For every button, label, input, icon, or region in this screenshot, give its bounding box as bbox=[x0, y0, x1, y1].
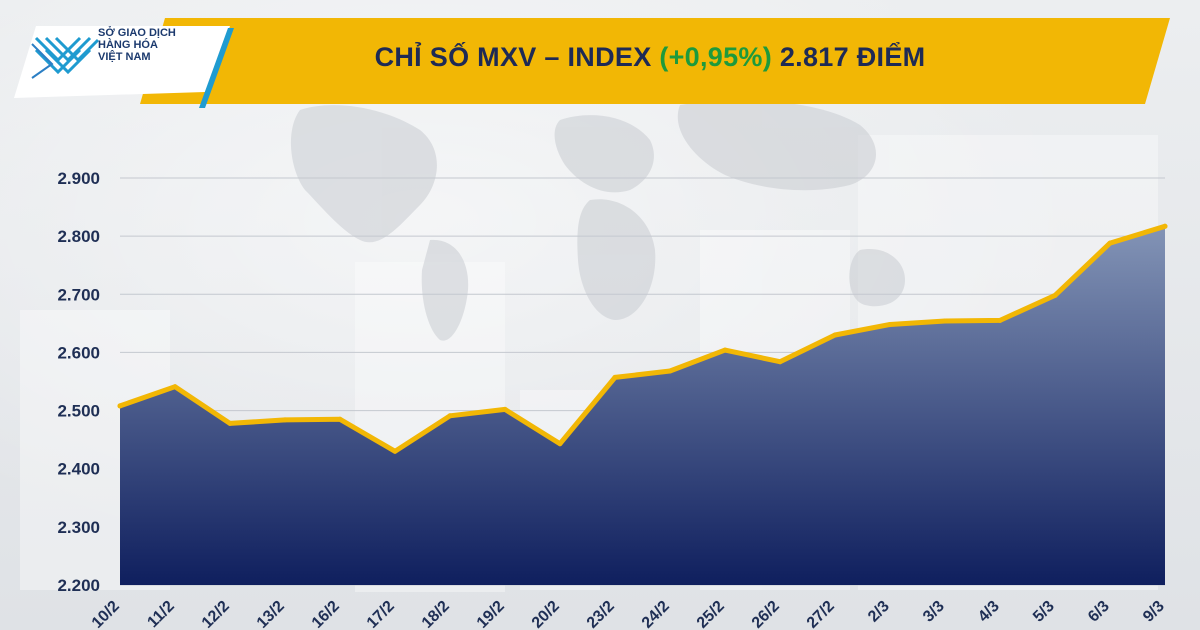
data-point bbox=[392, 448, 398, 454]
y-tick-label: 2.600 bbox=[57, 343, 100, 362]
y-tick-label: 2.700 bbox=[57, 285, 100, 304]
series-line bbox=[117, 223, 1168, 454]
x-tick-label: 17/2 bbox=[364, 598, 398, 630]
y-tick-label: 2.500 bbox=[57, 402, 100, 421]
x-tick-label: 27/2 bbox=[804, 598, 838, 630]
x-tick-label: 10/2 bbox=[89, 598, 123, 630]
x-tick-label: 12/2 bbox=[199, 598, 233, 630]
mxv-logo bbox=[31, 36, 100, 79]
y-axis: 2.200 2.300 2.400 2.500 2.600 2.700 2.800 2.900 bbox=[57, 169, 100, 595]
y-tick-label: 2.800 bbox=[57, 227, 100, 246]
data-points bbox=[117, 223, 1168, 454]
data-point bbox=[887, 322, 893, 328]
data-point bbox=[997, 317, 1003, 323]
logo-wordmark: SỞ GIAO DỊCH HÀNG HÓA VIỆT NAM bbox=[98, 27, 208, 63]
x-tick-label: 16/2 bbox=[309, 598, 343, 630]
x-tick-label: 2/3 bbox=[865, 598, 893, 626]
x-tick-label: 25/2 bbox=[694, 598, 728, 630]
logo-line-3: VIỆT NAM bbox=[98, 51, 151, 63]
x-tick-label: 20/2 bbox=[529, 598, 563, 630]
data-point bbox=[117, 403, 123, 409]
y-tick-label: 2.200 bbox=[57, 576, 100, 595]
area-fill bbox=[120, 226, 1165, 586]
data-point bbox=[1107, 240, 1113, 246]
data-point bbox=[832, 332, 838, 338]
x-tick-label: 5/3 bbox=[1030, 598, 1058, 626]
data-point bbox=[1052, 292, 1058, 298]
y-tick-label: 2.900 bbox=[57, 169, 100, 188]
data-point bbox=[557, 441, 563, 447]
data-point bbox=[447, 413, 453, 419]
x-tick-label: 6/3 bbox=[1085, 598, 1113, 626]
data-point bbox=[282, 417, 288, 423]
title-suffix: 2.817 ĐIỂM bbox=[772, 42, 926, 72]
x-tick-label: 24/2 bbox=[639, 598, 673, 630]
data-point bbox=[227, 420, 233, 426]
x-tick-label: 13/2 bbox=[254, 598, 288, 630]
data-point bbox=[942, 318, 948, 324]
x-tick-label: 11/2 bbox=[144, 598, 177, 630]
data-point bbox=[777, 359, 783, 365]
data-point bbox=[667, 368, 673, 374]
x-tick-label: 19/2 bbox=[474, 598, 508, 630]
header-banner bbox=[14, 18, 1170, 108]
data-point bbox=[502, 406, 508, 412]
x-tick-label: 3/3 bbox=[920, 598, 948, 626]
data-point bbox=[722, 347, 728, 353]
chart-title: CHỈ SỐ MXV – INDEX (+0,95%) 2.817 ĐIỂM bbox=[240, 42, 1060, 73]
x-tick-label: 4/3 bbox=[975, 598, 1003, 626]
x-tick-label: 18/2 bbox=[419, 598, 453, 630]
title-prefix: CHỈ SỐ MXV – INDEX bbox=[374, 42, 660, 72]
title-change: (+0,95%) bbox=[659, 42, 773, 72]
y-tick-label: 2.400 bbox=[57, 460, 100, 479]
x-tick-label: 23/2 bbox=[584, 598, 618, 630]
data-point bbox=[1162, 223, 1168, 229]
logo-line-2: HÀNG HÓA bbox=[98, 39, 158, 51]
data-point bbox=[337, 416, 343, 422]
data-point bbox=[172, 384, 178, 390]
y-tick-label: 2.300 bbox=[57, 518, 100, 537]
x-tick-label: 9/3 bbox=[1140, 598, 1168, 626]
logo-line-1: SỞ GIAO DỊCH bbox=[98, 27, 176, 39]
x-axis: 10/2 11/2 12/2 13/2 16/2 17/2 18/2 19/2 20/2 23/2… bbox=[89, 598, 1168, 630]
x-tick-label: 26/2 bbox=[749, 598, 783, 630]
data-point bbox=[612, 374, 618, 380]
